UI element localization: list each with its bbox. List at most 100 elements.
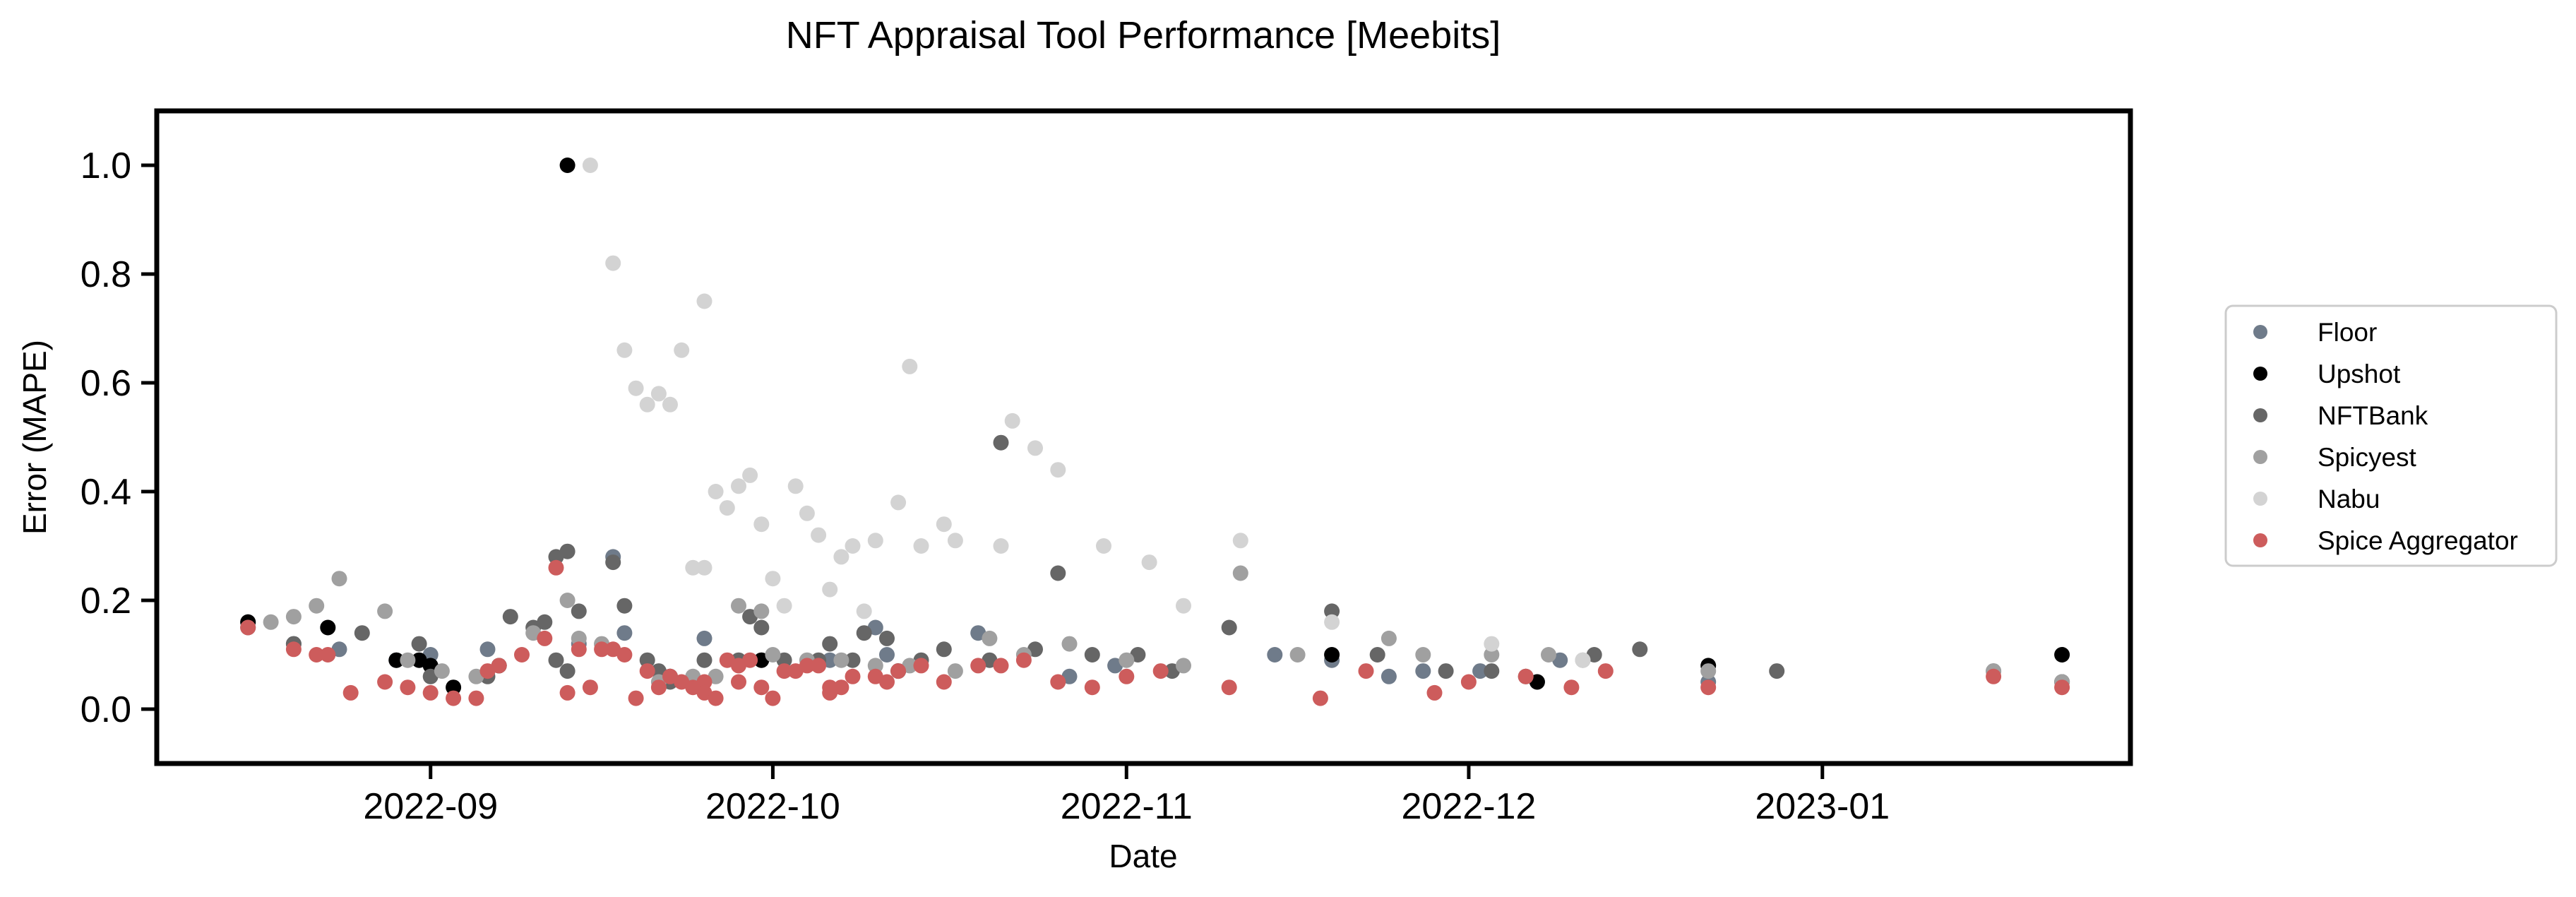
data-point (765, 571, 781, 587)
data-point (982, 630, 998, 646)
y-axis-ticks: 0.0 0.2 0.4 0.6 0.8 1.0 (80, 145, 157, 730)
data-point (867, 533, 883, 549)
data-point (1415, 647, 1431, 663)
data-point (1597, 663, 1614, 679)
data-point (822, 581, 838, 598)
data-point (833, 679, 849, 696)
plot-area-frame (154, 108, 2133, 766)
data-point (936, 674, 952, 690)
chart-title: NFT Appraisal Tool Performance [Meebits] (786, 14, 1501, 57)
data-point (1769, 663, 1785, 679)
data-point (285, 641, 302, 658)
data-point (993, 434, 1009, 451)
x-axis-label: Date (1109, 838, 1177, 874)
data-point (628, 380, 644, 396)
data-point (708, 690, 724, 706)
data-point (890, 663, 907, 679)
data-point (913, 538, 929, 554)
data-point (742, 467, 758, 483)
data-point (696, 652, 712, 668)
data-point (1358, 663, 1374, 679)
data-point (993, 538, 1009, 554)
legend-label: Spice Aggregator (2318, 526, 2518, 555)
legend-label: NFTBank (2318, 401, 2428, 430)
data-point (571, 630, 587, 646)
data-point (537, 630, 553, 646)
data-point (446, 690, 462, 706)
data-point (753, 619, 770, 636)
data-point (1015, 652, 1032, 668)
data-point (446, 679, 462, 696)
data-point (776, 663, 792, 679)
data-point (309, 598, 325, 614)
data-point (1484, 647, 1500, 663)
data-point (845, 652, 861, 668)
data-point (753, 679, 770, 696)
data-point (1324, 603, 1340, 619)
data-point (650, 386, 667, 402)
y-tick-label: 0.4 (80, 472, 131, 513)
data-point (890, 494, 907, 511)
data-point (947, 663, 963, 679)
data-point (548, 559, 564, 576)
data-point (1050, 462, 1066, 478)
data-point (1119, 652, 1135, 668)
data-point (479, 641, 496, 658)
x-tick-label: 2022-10 (705, 786, 840, 827)
data-point (263, 614, 279, 630)
data-point (822, 636, 838, 652)
legend-marker (2253, 408, 2267, 422)
data-point (377, 603, 393, 619)
y-tick-label: 0.0 (80, 689, 131, 730)
data-point (970, 658, 986, 674)
y-tick-label: 1.0 (80, 145, 131, 186)
data-point (1438, 663, 1454, 679)
data-point (2054, 647, 2070, 663)
data-point (559, 158, 576, 173)
data-point (1472, 663, 1489, 679)
data-point (240, 619, 256, 636)
data-point (776, 598, 792, 614)
data-point (753, 603, 770, 619)
data-point (400, 652, 416, 668)
data-point (502, 609, 518, 625)
data-point (1484, 636, 1500, 652)
data-point (719, 500, 735, 516)
data-point (320, 647, 336, 663)
data-point (1096, 538, 1111, 554)
data-point (400, 679, 416, 696)
data-point (616, 647, 633, 663)
data-point (1517, 668, 1534, 684)
data-point (639, 652, 655, 668)
data-point (1061, 636, 1078, 652)
data-point (1324, 647, 1340, 663)
data-point (1700, 663, 1717, 679)
data-point (639, 663, 655, 679)
data-point (548, 652, 564, 668)
data-point (594, 641, 610, 658)
data-point (1084, 679, 1100, 696)
data-point (1541, 647, 1556, 663)
data-point (879, 647, 895, 663)
y-tick-label: 0.6 (80, 363, 131, 404)
data-point (685, 559, 701, 576)
data-point (696, 559, 712, 576)
legend-label: Floor (2318, 318, 2377, 347)
data-point (845, 538, 861, 554)
data-point (1289, 647, 1306, 663)
data-point (1141, 554, 1157, 571)
data-point (354, 625, 370, 641)
data-point (1152, 663, 1169, 679)
data-point (1324, 614, 1340, 630)
data-point (674, 342, 690, 358)
data-point (1004, 412, 1020, 429)
legend-marker (2253, 492, 2267, 506)
data-point (731, 478, 746, 494)
data-point (879, 630, 895, 646)
y-tick-label: 0.2 (80, 581, 131, 622)
data-point (696, 293, 712, 309)
data-point (1563, 679, 1580, 696)
data-point (1415, 663, 1431, 679)
data-point (662, 396, 678, 412)
data-point (285, 609, 302, 625)
